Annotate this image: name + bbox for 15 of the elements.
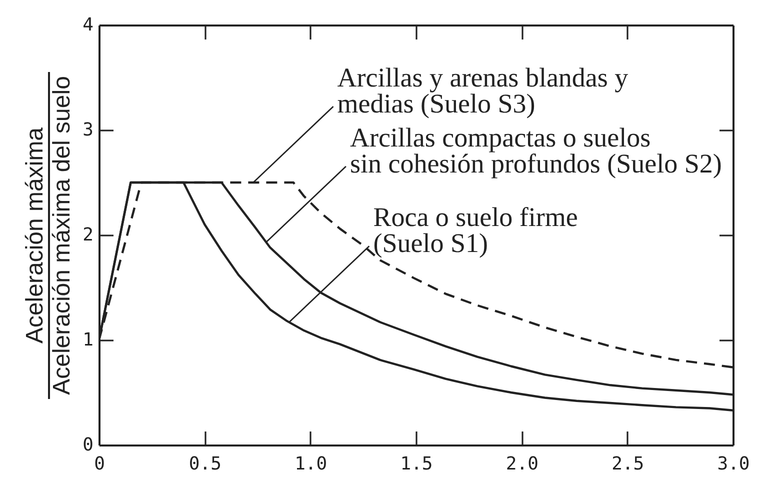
y-tick-label: 2 (82, 224, 94, 246)
x-tick-label: 2.0 (506, 454, 538, 474)
y-tick-label: 0 (82, 434, 94, 456)
annotation: Arcillas y arenas blandas y medias (Suelo S3) (337, 62, 629, 118)
y-tick-label: 1 (82, 330, 94, 350)
x-tick-label: 2.5 (612, 454, 644, 474)
y-tick-label: 4 (82, 14, 94, 36)
annotation: Arcillas compactas o suelos sin cohesión profundos (Suelo S2) (350, 122, 722, 178)
y-axis-title: Aceleración máxima Aceleración máxima del suelo (22, 76, 76, 395)
y-tick-label: 3 (82, 120, 94, 140)
x-tick-label: 1.0 (294, 454, 328, 474)
x-tick-label: 3.0 (717, 454, 750, 474)
annotation: Roca o suelo firme (Suelo S1) (373, 202, 578, 258)
x-tick-label: 0.5 (188, 454, 222, 474)
x-tick-label: 1.5 (400, 454, 433, 474)
